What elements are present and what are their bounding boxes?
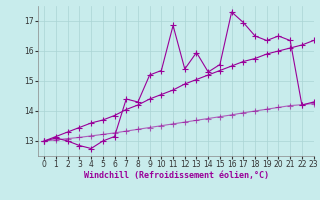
X-axis label: Windchill (Refroidissement éolien,°C): Windchill (Refroidissement éolien,°C) <box>84 171 268 180</box>
